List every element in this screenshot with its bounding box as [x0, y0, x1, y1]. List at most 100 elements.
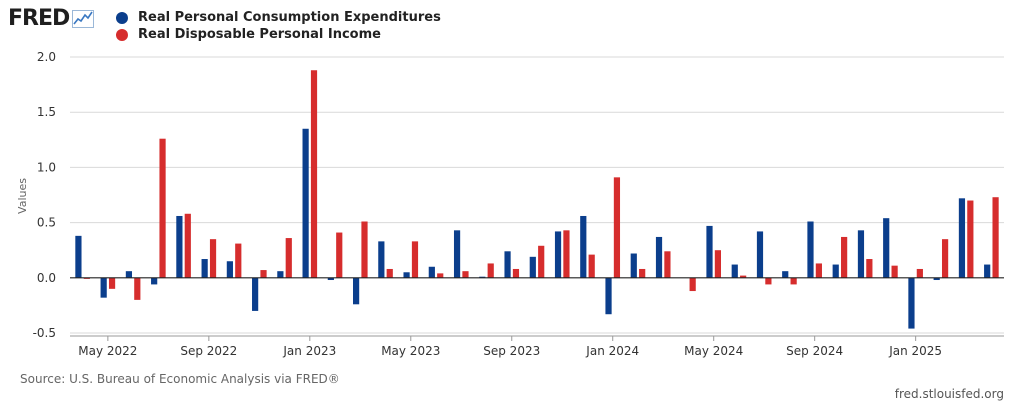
zero-line: [70, 277, 1004, 337]
bar-income[interactable]: [437, 273, 444, 278]
bar-income[interactable]: [184, 213, 191, 278]
bar-pce[interactable]: [453, 230, 461, 278]
bar-income[interactable]: [790, 277, 797, 285]
bar-pce[interactable]: [908, 277, 915, 329]
bar-pce[interactable]: [428, 266, 435, 278]
bar-pce[interactable]: [857, 230, 865, 278]
legend-item-income: Real Disposable Personal Income: [116, 26, 441, 43]
y-tick-label: 2.0: [37, 50, 56, 64]
bar-income[interactable]: [613, 177, 621, 278]
bar-pce[interactable]: [403, 272, 410, 278]
bar-pce[interactable]: [75, 235, 82, 278]
legend-label-income: Real Disposable Personal Income: [138, 27, 381, 42]
bar-income[interactable]: [108, 277, 116, 289]
bar-income[interactable]: [386, 268, 393, 278]
bar-income[interactable]: [815, 263, 822, 278]
x-tick-label: May 2024: [684, 344, 743, 358]
bar-pce[interactable]: [125, 271, 133, 278]
bar-pce[interactable]: [630, 253, 637, 278]
bar-pce[interactable]: [706, 225, 713, 278]
y-tick-label: 0.0: [37, 271, 56, 285]
bar-income[interactable]: [916, 268, 923, 278]
bar-pce[interactable]: [958, 198, 966, 278]
bar-income[interactable]: [664, 251, 671, 278]
bar-pce[interactable]: [277, 271, 284, 278]
bar-income[interactable]: [714, 250, 721, 278]
bar-income[interactable]: [260, 270, 267, 278]
bar-income[interactable]: [740, 275, 747, 278]
bar-income[interactable]: [941, 239, 949, 278]
bar-pce[interactable]: [378, 241, 385, 278]
x-tick-label: Sep 2024: [786, 344, 843, 358]
fred-logo[interactable]: FRED: [8, 6, 95, 31]
grid-lines: [70, 56, 1004, 334]
x-tick-label: May 2022: [78, 344, 137, 358]
bar-pce[interactable]: [731, 264, 738, 278]
y-tick-label: 0.5: [37, 216, 56, 230]
bar-income[interactable]: [866, 259, 873, 278]
bar-income[interactable]: [462, 271, 469, 278]
bar-income[interactable]: [992, 197, 999, 278]
bar-income[interactable]: [765, 277, 772, 285]
y-tick-label: -0.5: [33, 326, 56, 340]
bar-pce[interactable]: [984, 264, 991, 278]
fred-chart-icon: [72, 9, 95, 28]
bar-income[interactable]: [967, 200, 974, 278]
x-tick-labels: May 2022 Sep 2022 Jan 2023 May 2023 Sep 2023…: [78, 336, 942, 358]
bar-pce[interactable]: [252, 277, 259, 311]
bar-pce[interactable]: [100, 277, 107, 298]
bar-pce[interactable]: [832, 264, 839, 278]
bar-income[interactable]: [841, 236, 848, 278]
bar-income[interactable]: [639, 268, 646, 278]
bar-pce[interactable]: [655, 236, 663, 278]
bar-pce[interactable]: [554, 231, 562, 278]
bar-income[interactable]: [285, 238, 292, 278]
x-tick-label: Jan 2023: [282, 344, 336, 358]
legend-dot-pce: [116, 11, 128, 24]
legend-label-pce: Real Personal Consumption Expenditures: [138, 10, 441, 25]
bar-income[interactable]: [891, 265, 898, 278]
bar-pce[interactable]: [756, 231, 764, 278]
bar-income[interactable]: [159, 138, 166, 278]
y-tick-labels: 2.0 1.5 1.0 0.5 0.0 -0.5: [33, 50, 56, 340]
bar-pce[interactable]: [353, 277, 360, 305]
bar-pce[interactable]: [580, 215, 587, 278]
bar-income[interactable]: [689, 277, 696, 292]
bar-income[interactable]: [588, 254, 595, 278]
bar-chart: Values 2.0 1.5 1.0 0.5 0.0 -0.5 May 2022 Sep 2…: [16, 50, 1004, 358]
bar-income[interactable]: [538, 245, 545, 278]
bar-income[interactable]: [310, 70, 318, 278]
x-tick-label: Sep 2022: [180, 344, 237, 358]
y-tick-label: 1.5: [37, 105, 56, 119]
x-tick-label: May 2023: [381, 344, 440, 358]
chart-legend: Real Personal Consumption Expenditures R…: [116, 9, 441, 43]
bar-pce[interactable]: [201, 259, 208, 278]
bars: [75, 70, 999, 329]
x-tick-label: Jan 2025: [888, 344, 942, 358]
bar-income[interactable]: [487, 263, 494, 278]
bar-pce[interactable]: [504, 251, 511, 278]
bar-income[interactable]: [512, 268, 520, 278]
bar-pce[interactable]: [529, 256, 536, 278]
bar-pce[interactable]: [226, 261, 233, 278]
bar-income[interactable]: [336, 232, 343, 278]
bar-pce[interactable]: [782, 271, 789, 278]
x-tick-label: Sep 2023: [483, 344, 540, 358]
bar-pce[interactable]: [302, 128, 309, 278]
bar-pce[interactable]: [176, 215, 183, 278]
bar-pce[interactable]: [327, 277, 334, 281]
bar-income[interactable]: [209, 239, 217, 278]
bar-pce[interactable]: [151, 277, 158, 285]
bar-pce[interactable]: [605, 277, 612, 315]
bar-pce[interactable]: [933, 277, 940, 281]
fred-wordmark: FRED: [8, 6, 70, 31]
bar-income[interactable]: [563, 230, 570, 278]
bar-income[interactable]: [235, 243, 242, 278]
bar-pce[interactable]: [807, 221, 814, 278]
y-tick-label: 1.0: [37, 160, 56, 174]
bar-income[interactable]: [411, 241, 419, 278]
bar-income[interactable]: [134, 277, 141, 300]
bar-income[interactable]: [361, 221, 368, 278]
fred-url[interactable]: fred.stlouisfed.org: [894, 387, 1004, 401]
bar-pce[interactable]: [883, 218, 890, 278]
